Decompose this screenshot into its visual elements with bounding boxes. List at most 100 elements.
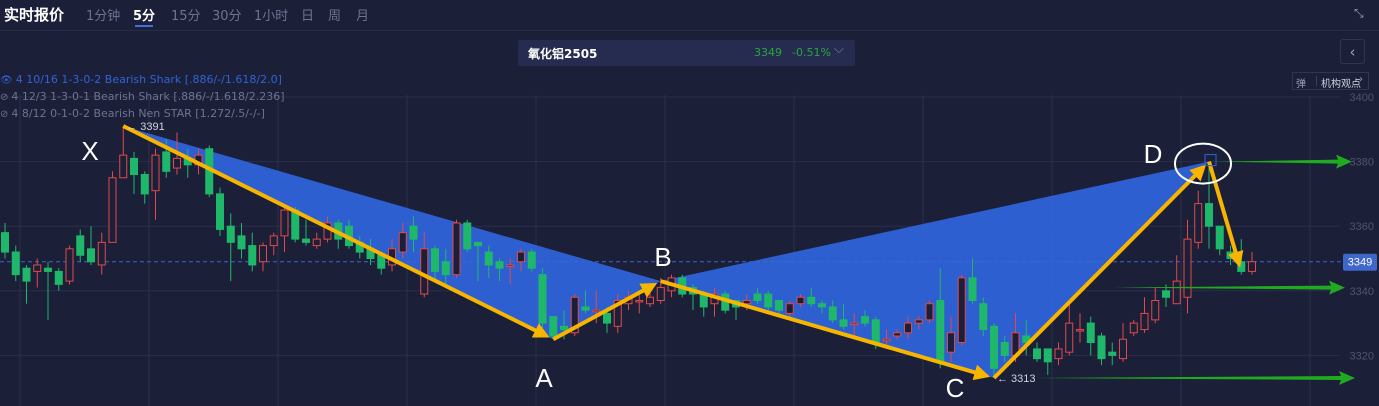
candle — [549, 316, 558, 340]
candle-body — [216, 193, 224, 230]
candle-body — [753, 293, 762, 301]
pattern-triangle-xab — [123, 126, 661, 340]
institution-views-button[interactable]: 弹 机构观点 › — [1292, 72, 1369, 90]
candle — [925, 300, 934, 324]
candle-body — [775, 299, 783, 311]
candle — [1097, 332, 1106, 366]
candle — [861, 310, 869, 327]
arrow-b-to-c — [660, 279, 991, 381]
candle — [506, 258, 515, 285]
candle — [1054, 342, 1063, 366]
target-arrow — [1115, 280, 1345, 295]
tab-day[interactable]: 日 — [301, 9, 315, 24]
tab-30min[interactable]: 30分 — [212, 9, 242, 24]
symbol-selector[interactable]: 氧化铝2505 3349 -0.51% ⌵ — [518, 40, 855, 66]
d-point-marker — [1204, 154, 1217, 167]
candle-body — [463, 222, 472, 250]
candle — [785, 300, 794, 317]
candle — [1119, 323, 1127, 362]
tab-month[interactable]: 月 — [356, 9, 370, 24]
candle-body — [904, 322, 912, 334]
candle-body — [269, 235, 278, 247]
legend-item-pattern-1[interactable]: 👁 4 10/16 1-3-0-2 Bearish Shark [.886/-/1… — [0, 73, 282, 86]
candle — [1086, 316, 1095, 356]
arrow-c-to-d — [992, 164, 1207, 380]
candle-body — [850, 322, 859, 326]
target-arrow — [1030, 371, 1355, 386]
pattern-label-d: D — [1144, 139, 1163, 169]
candle — [1162, 284, 1170, 307]
eye-off-icon[interactable]: ⊘ — [0, 109, 9, 120]
candle — [87, 226, 95, 265]
candle — [882, 329, 891, 346]
arrow-a-to-b — [552, 283, 658, 342]
candle-body — [796, 296, 805, 305]
candle — [22, 264, 31, 304]
candle — [538, 268, 547, 330]
candle — [979, 297, 988, 337]
candle-body — [947, 332, 955, 353]
pattern-label-b: B — [654, 242, 671, 272]
candle — [269, 232, 278, 256]
symbol-name: 氧化铝2505 — [528, 47, 598, 61]
tab-5min[interactable]: 5分 — [133, 5, 155, 27]
tab-week[interactable]: 周 — [328, 9, 342, 24]
candle-body — [1, 232, 9, 253]
target-arrow — [1215, 154, 1352, 169]
tab-1min[interactable]: 1分钟 — [86, 9, 121, 24]
candle-body — [280, 209, 289, 237]
tab-15min[interactable]: 15分 — [171, 9, 201, 24]
arrow-x-to-a — [122, 124, 550, 338]
candle — [527, 248, 536, 272]
candle — [914, 316, 923, 330]
candle-body — [742, 299, 751, 305]
legend-item-pattern-2[interactable]: ⊘ 4 12/3 1-3-0-1 Bearish Shark [.886/-/1.… — [0, 90, 285, 103]
symbol-price: 3349 — [754, 46, 782, 59]
chevron-left-icon[interactable]: ‹ — [1340, 39, 1365, 64]
candle-body — [527, 251, 536, 269]
symbol-change: -0.51% — [792, 46, 831, 59]
candle-body — [506, 264, 515, 267]
candle-body — [1119, 338, 1127, 360]
candle-body — [785, 303, 794, 314]
y-tick-label: 3380 — [1350, 157, 1374, 169]
pattern-label-a: A — [535, 363, 553, 393]
candle — [581, 290, 590, 314]
y-tick-label: 3360 — [1350, 221, 1374, 233]
chevron-down-icon[interactable]: ⌵ — [834, 42, 844, 57]
candle-body — [570, 296, 579, 334]
candle-body — [603, 312, 611, 324]
candle-body — [151, 154, 160, 192]
eye-off-icon[interactable]: ⊘ — [0, 92, 9, 103]
candle-body — [656, 287, 665, 301]
y-tick-label: 3320 — [1350, 350, 1374, 362]
candle — [108, 171, 117, 243]
candle — [1000, 336, 1009, 362]
candle-body — [1172, 280, 1181, 305]
candle-body — [398, 232, 407, 253]
candle — [828, 300, 837, 324]
candle-body — [119, 154, 128, 179]
candle — [54, 268, 63, 291]
candle — [796, 294, 805, 307]
legend-item-pattern-3[interactable]: ⊘ 4 8/12 0-1-0-2 Bearish Nen STAR [1.272/… — [0, 107, 265, 120]
candle-body — [226, 225, 235, 243]
candle-body — [646, 296, 654, 305]
eye-icon[interactable]: 👁 — [0, 75, 13, 86]
candle-body — [990, 325, 998, 369]
arrow-reversal — [1207, 161, 1244, 268]
candle — [947, 316, 955, 362]
candle-body — [818, 303, 826, 308]
candle-body — [1129, 322, 1138, 334]
candle-body — [1205, 203, 1213, 227]
candle — [1248, 252, 1256, 275]
candle-body — [581, 306, 590, 311]
last-price-label: 3349 — [1348, 257, 1372, 269]
institution-views-label: 机构观点 — [1321, 79, 1361, 90]
candle — [1172, 255, 1181, 305]
tab-1hour[interactable]: 1小时 — [254, 9, 289, 24]
candle — [463, 219, 472, 253]
candle — [33, 258, 42, 288]
collapse-arrows-icon[interactable]: ⤡ — [1354, 6, 1364, 20]
